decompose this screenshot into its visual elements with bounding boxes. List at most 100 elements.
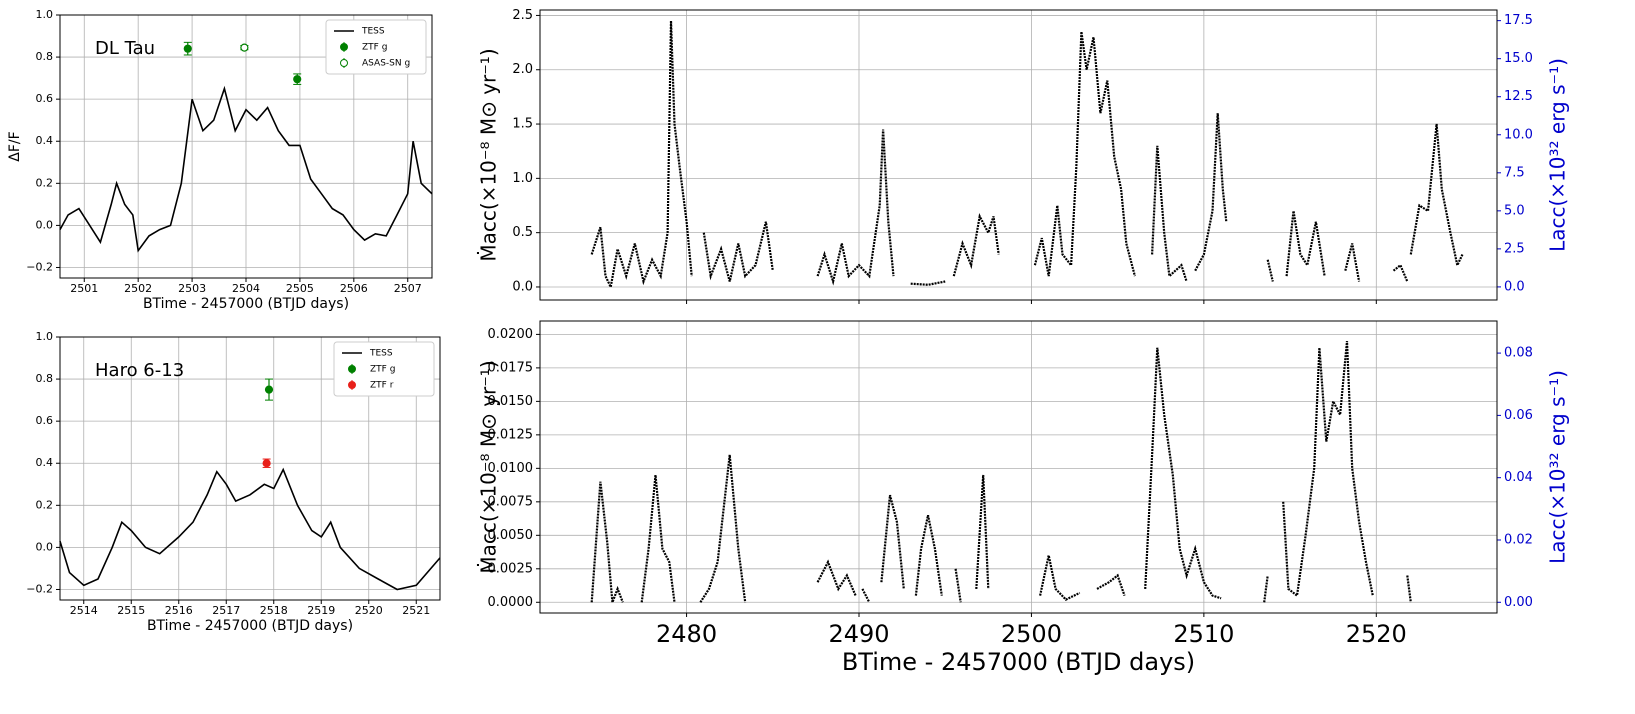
- y-tick-label: 0.8: [36, 50, 54, 63]
- x-tick-label: 2503: [178, 282, 206, 295]
- legend-label: ZTF g: [362, 43, 387, 53]
- plot-frame: [539, 9, 1498, 301]
- y2-tick-label: 7.5: [1504, 165, 1525, 180]
- y-tick-label: 0.0: [512, 279, 533, 294]
- data-point: [262, 459, 271, 468]
- y-axis-label: ΔF/F: [7, 131, 23, 161]
- x-axis-label: BTime - 2457000 (BTJD days): [147, 618, 353, 634]
- x-tick-label: 2518: [260, 604, 288, 617]
- y-tick-label: 0.0050: [488, 528, 534, 543]
- y2-tick-label: 0.0: [1504, 279, 1525, 294]
- y-tick-label: 0.0025: [488, 561, 534, 576]
- panel: 2501 2502 2503 2504 2505 2506 2507 −0.2 0.0 0.2 0.…: [7, 8, 433, 312]
- panel: 2514 2515 2516 2517 2518 2519 2520 2521 −0.2 0.0 0…: [26, 330, 441, 634]
- y2-tick-label: 0.04: [1504, 470, 1533, 485]
- y-tick-label: 0.0175: [488, 360, 534, 375]
- y-tick-label: 1.5: [512, 117, 533, 132]
- y-tick-label: 0.0200: [488, 327, 534, 342]
- y-tick-label: 0.0100: [488, 461, 534, 476]
- y2-tick-label: 0.06: [1504, 408, 1533, 423]
- y2-axis-label: Lacc(×10³² erg s⁻¹): [1546, 58, 1570, 252]
- y-tick-label: 1.0: [36, 330, 54, 343]
- y2-tick-label: 0.08: [1504, 346, 1533, 361]
- y2-axis-label: Lacc(×10³² erg s⁻¹): [1546, 370, 1570, 564]
- annotation: Haro 6-13: [95, 360, 184, 381]
- y-tick-label: 0.2: [36, 176, 54, 189]
- legend-label: ZTF g: [370, 365, 395, 375]
- y2-tick-label: 0.02: [1504, 532, 1533, 547]
- y-tick-label: 2.0: [512, 62, 533, 77]
- y2-tick-label: 12.5: [1504, 89, 1533, 104]
- y2-tick-label: 17.5: [1504, 13, 1533, 28]
- data-line: [59, 85, 433, 253]
- x-tick-label: 2517: [212, 604, 240, 617]
- y-tick-label: 1.0: [36, 8, 54, 21]
- data-line: [590, 340, 1412, 603]
- x-tick-label: 2506: [340, 282, 368, 295]
- data-point: [183, 44, 192, 53]
- plot-frame: [539, 320, 1498, 614]
- x-tick-label: 2480: [656, 620, 717, 648]
- y2-tick-label: 15.0: [1504, 51, 1533, 66]
- x-tick-label: 2521: [402, 604, 430, 617]
- legend-label: ASAS-SN g: [362, 59, 410, 69]
- y-tick-label: 0.0150: [488, 394, 534, 409]
- x-axis-label: BTime - 2457000 (BTJD days): [842, 648, 1195, 676]
- y-tick-label: −0.2: [26, 260, 53, 273]
- y-tick-label: 0.0075: [488, 494, 534, 509]
- x-axis-label: BTime - 2457000 (BTJD days): [143, 296, 349, 312]
- data-point: [293, 75, 302, 84]
- legend-box: [333, 341, 435, 397]
- x-tick-label: 2510: [1173, 620, 1234, 648]
- x-tick-label: 2500: [1001, 620, 1062, 648]
- data-point: [264, 385, 274, 394]
- x-tick-label: 2501: [70, 282, 98, 295]
- y-tick-label: 1.0: [512, 171, 533, 186]
- legend-swatch: [340, 59, 348, 67]
- x-tick-label: 2504: [232, 282, 260, 295]
- y-tick-label: 0.0: [36, 540, 54, 553]
- y2-tick-label: 10.0: [1504, 127, 1533, 142]
- y-tick-label: 0.6: [36, 92, 54, 105]
- legend-label: TESS: [361, 27, 385, 37]
- x-tick-label: 2516: [165, 604, 193, 617]
- y-tick-label: −0.2: [26, 582, 53, 595]
- x-tick-label: 2515: [117, 604, 145, 617]
- y-tick-label: 0.4: [36, 134, 54, 147]
- x-tick-label: 2505: [286, 282, 314, 295]
- y-tick-label: 0.5: [512, 225, 533, 240]
- y-tick-label: 0.6: [36, 414, 54, 427]
- x-tick-label: 2519: [307, 604, 335, 617]
- x-tick-label: 2514: [70, 604, 98, 617]
- legend-label: ZTF r: [370, 381, 394, 391]
- legend-box: [325, 19, 427, 75]
- legend-label: TESS: [369, 349, 393, 359]
- annotation: DL Tau: [95, 38, 155, 59]
- y-axis-label: Ṁacc(×10⁻⁸ M⊙ yr⁻¹): [477, 48, 501, 261]
- data-line: [590, 20, 1464, 291]
- x-tick-label: 2507: [394, 282, 422, 295]
- data-line: [59, 467, 441, 591]
- legend-swatch: [340, 43, 348, 51]
- x-tick-label: 2502: [124, 282, 152, 295]
- panel: 0.0 0.5 1.0 1.5 2.0 2.5 0.0 2.5 5.0 7.5 10.0 12.5 15…: [477, 8, 1570, 304]
- legend-swatch: [348, 365, 356, 373]
- plot-frame: [59, 336, 441, 601]
- x-tick-label: 2490: [828, 620, 889, 648]
- x-tick-label: 2520: [1346, 620, 1407, 648]
- x-tick-label: 2520: [355, 604, 383, 617]
- plot-frame: [59, 14, 433, 279]
- y-tick-label: 0.8: [36, 372, 54, 385]
- y-tick-label: 0.2: [36, 498, 54, 511]
- y-tick-label: 0.0: [36, 218, 54, 231]
- y2-tick-label: 5.0: [1504, 203, 1525, 218]
- y2-tick-label: 2.5: [1504, 241, 1525, 256]
- data-point: [240, 43, 249, 52]
- y-tick-label: 0.0000: [488, 595, 534, 610]
- y-tick-label: 0.0125: [488, 427, 534, 442]
- y-tick-label: 2.5: [512, 8, 533, 23]
- y2-tick-label: 0.00: [1504, 595, 1533, 610]
- panel: 2480 2490 2500 2510 2520 0.0000 0.0025 0.0050 0.…: [477, 320, 1570, 676]
- legend-swatch: [348, 381, 356, 389]
